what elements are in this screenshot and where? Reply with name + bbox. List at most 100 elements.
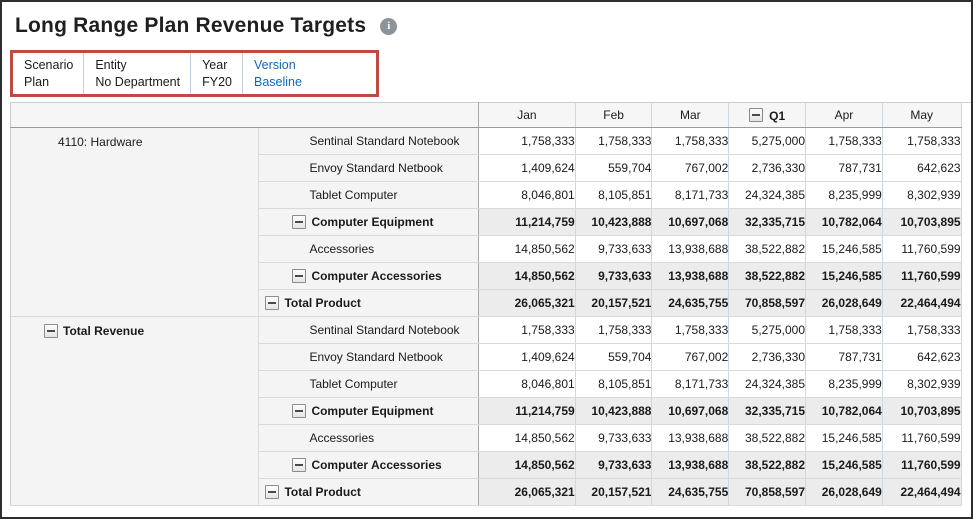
data-cell[interactable]: 8,302,939 — [882, 370, 962, 398]
data-cell[interactable]: 24,324,385 — [728, 181, 807, 209]
row-filler-cell — [960, 343, 971, 371]
data-cell[interactable]: 8,302,939 — [882, 181, 962, 209]
data-cell[interactable]: 642,623 — [882, 154, 962, 182]
row-header: Total Product — [258, 478, 480, 506]
collapse-icon[interactable] — [292, 269, 307, 283]
data-cell[interactable]: 767,002 — [651, 343, 730, 371]
row-filler-cell — [960, 397, 971, 425]
row-header-label: Sentinal Standard Notebook — [309, 134, 460, 148]
column-header-label: Feb — [603, 108, 624, 122]
data-cell[interactable]: 9,733,633 — [575, 235, 653, 263]
collapse-icon[interactable] — [749, 107, 764, 122]
data-cell: 13,938,688 — [651, 262, 730, 290]
row-header-label: Envoy Standard Netbook — [309, 161, 443, 175]
data-cell: 11,214,759 — [478, 397, 576, 425]
info-icon[interactable]: i — [380, 17, 398, 35]
data-cell[interactable]: 1,758,333 — [882, 316, 962, 344]
data-cell: 32,335,715 — [728, 208, 807, 236]
row-header: Computer Accessories — [258, 262, 480, 290]
data-cell[interactable]: 15,246,585 — [805, 235, 883, 263]
column-header-label: Mar — [680, 108, 701, 122]
row-filler-cell — [960, 181, 971, 209]
data-cell: 24,635,755 — [651, 289, 730, 317]
data-cell: 38,522,882 — [728, 451, 807, 479]
row-filler-cell — [960, 424, 971, 452]
table-row: 4110: Hardware Sentinal Standard Notebook… — [9, 127, 971, 317]
data-cell[interactable]: 14,850,562 — [478, 235, 576, 263]
data-cell[interactable]: 15,246,585 — [805, 424, 883, 452]
data-cell[interactable]: 1,758,333 — [805, 316, 883, 344]
data-cell[interactable]: 8,105,851 — [575, 181, 653, 209]
data-cell[interactable]: 1,758,333 — [651, 127, 730, 155]
data-cell[interactable]: 8,171,733 — [651, 370, 730, 398]
data-cell[interactable]: 1,758,333 — [651, 316, 730, 344]
data-cell[interactable]: 1,758,333 — [882, 127, 962, 155]
row-header: Computer Equipment — [258, 208, 480, 236]
row-group-label: Total Revenue — [63, 323, 145, 338]
data-cell[interactable]: 1,409,624 — [478, 154, 576, 182]
data-cell[interactable]: 2,736,330 — [728, 343, 807, 371]
column-header-label: Apr — [834, 108, 854, 122]
data-cell[interactable]: 38,522,882 — [728, 424, 807, 452]
grid-container: Jan Feb Mar Q1 Apr May 4110: Hardware Sentinal… — [9, 102, 971, 506]
data-cell[interactable]: 8,171,733 — [651, 181, 730, 209]
collapse-icon[interactable] — [44, 323, 58, 338]
data-cell[interactable]: 2,736,330 — [728, 154, 807, 182]
data-cell[interactable]: 1,409,624 — [478, 343, 576, 371]
data-cell: 26,028,649 — [805, 478, 883, 506]
column-header-mar: Mar — [651, 102, 730, 128]
data-cell[interactable]: 5,275,000 — [728, 316, 807, 344]
collapse-icon[interactable] — [292, 404, 307, 418]
collapse-icon[interactable] — [292, 458, 307, 472]
data-cell: 20,157,521 — [575, 289, 653, 317]
pov-member-value[interactable]: Baseline — [254, 75, 302, 89]
data-cell: 10,697,068 — [651, 208, 730, 236]
row-group-header: 4110: Hardware — [9, 127, 260, 317]
data-cell[interactable]: 559,704 — [575, 154, 653, 182]
pov-bar pov-highlight-box: Scenario Plan Entity No Department Year FY20 V… — [10, 50, 379, 97]
data-cell[interactable]: 5,275,000 — [728, 127, 807, 155]
data-cell: 9,733,633 — [575, 262, 653, 290]
data-cell[interactable]: 1,758,333 — [805, 127, 883, 155]
data-cell[interactable]: 13,938,688 — [651, 424, 730, 452]
data-cell: 14,850,562 — [478, 451, 576, 479]
row-header: Sentinal Standard Notebook — [258, 316, 480, 344]
data-cell[interactable]: 559,704 — [575, 343, 653, 371]
data-cell[interactable]: 24,324,385 — [728, 370, 807, 398]
data-cell: 32,335,715 — [728, 397, 807, 425]
pov-dimension-label: Year — [202, 58, 228, 72]
column-header-label: May — [910, 108, 934, 122]
data-cell[interactable]: 1,758,333 — [478, 316, 576, 344]
data-cell[interactable]: 787,731 — [805, 154, 883, 182]
data-cell[interactable]: 11,760,599 — [882, 235, 962, 263]
collapse-icon[interactable] — [265, 485, 280, 499]
row-filler-cell — [960, 208, 971, 236]
pov-segment-year: Year FY20 — [191, 53, 243, 94]
data-cell[interactable]: 11,760,599 — [882, 424, 962, 452]
table-row: Total Product 26,065,321 20,157,521 24,635,… — [11, 478, 971, 506]
data-cell[interactable]: 14,850,562 — [478, 424, 576, 452]
row-filler-cell — [960, 289, 971, 317]
data-cell[interactable]: 13,938,688 — [651, 235, 730, 263]
data-cell[interactable]: 8,046,801 — [478, 370, 576, 398]
data-cell[interactable]: 1,758,333 — [478, 127, 576, 155]
data-cell[interactable]: 1,758,333 — [575, 127, 653, 155]
column-header-label: Q1 — [769, 108, 786, 123]
data-cell: 26,065,321 — [478, 289, 576, 317]
data-cell: 10,703,895 — [882, 397, 962, 425]
collapse-icon[interactable] — [292, 215, 307, 229]
data-cell: 20,157,521 — [575, 478, 653, 506]
data-cell[interactable]: 8,046,801 — [478, 181, 576, 209]
data-cell[interactable]: 767,002 — [651, 154, 730, 182]
data-cell[interactable]: 8,235,999 — [805, 181, 883, 209]
data-cell[interactable]: 8,235,999 — [805, 370, 883, 398]
data-cell[interactable]: 1,758,333 — [575, 316, 653, 344]
data-cell[interactable]: 8,105,851 — [575, 370, 653, 398]
row-header: Tablet Computer — [258, 370, 480, 398]
data-cell[interactable]: 787,731 — [805, 343, 883, 371]
data-cell[interactable]: 9,733,633 — [575, 424, 653, 452]
data-cell[interactable]: 642,623 — [882, 343, 962, 371]
collapse-icon[interactable] — [265, 296, 280, 310]
data-cell[interactable]: 38,522,882 — [728, 235, 807, 263]
